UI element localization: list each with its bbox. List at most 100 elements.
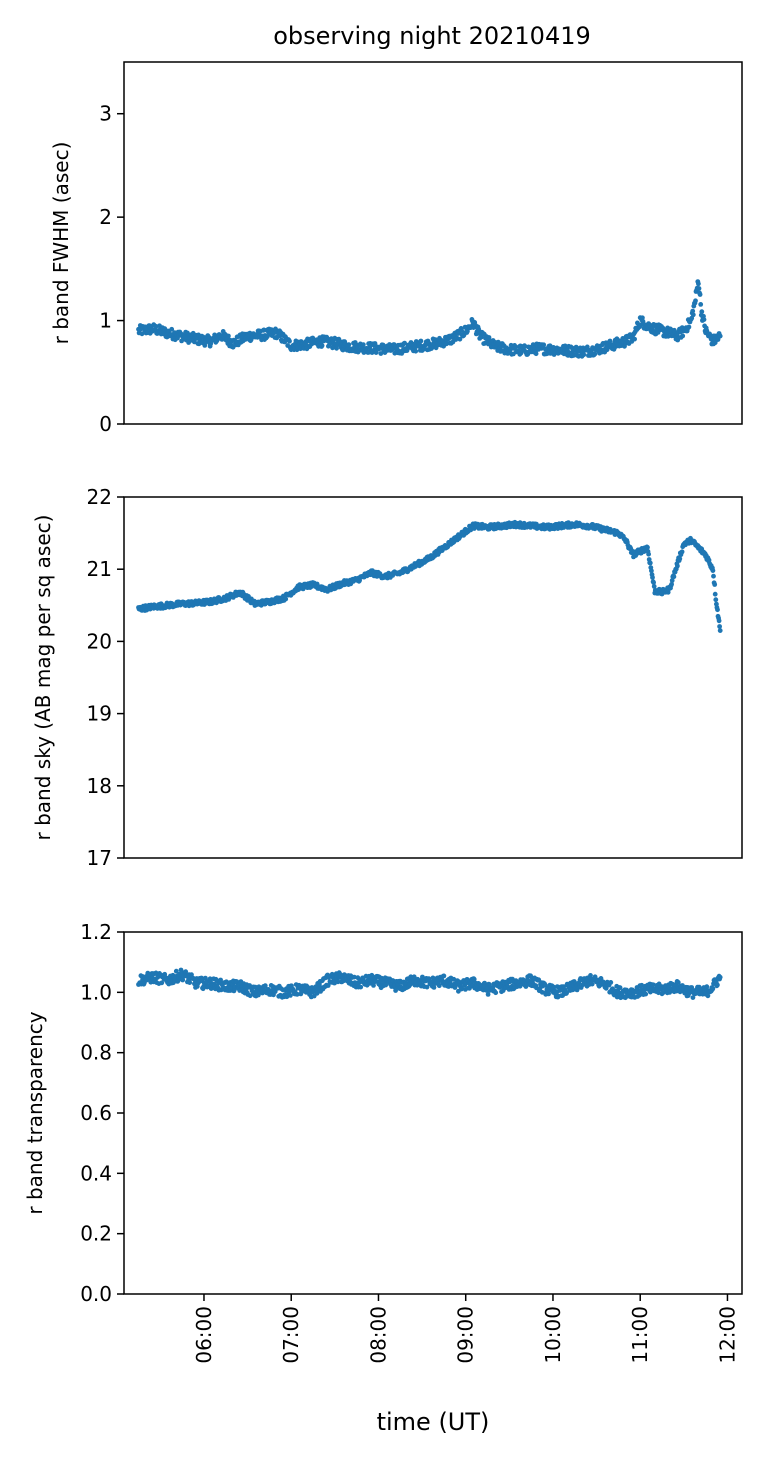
data-point xyxy=(551,984,557,990)
data-point xyxy=(617,985,623,991)
data-point xyxy=(335,979,341,985)
y-tick-label: 0.0 xyxy=(80,1282,112,1306)
data-point xyxy=(675,980,681,985)
y-tick-label: 18 xyxy=(87,774,112,798)
y-tick-label: 19 xyxy=(87,702,112,726)
panel-sky: 17 18 19 20 21 22 r band sky (AB mag per sq as… xyxy=(31,485,743,870)
y-tick-label: 1 xyxy=(99,309,112,333)
data-point xyxy=(651,584,657,589)
data-point xyxy=(457,336,463,342)
x-tick-label: 10:00 xyxy=(541,1306,565,1364)
data-point xyxy=(169,326,175,332)
y-tick-label: 0 xyxy=(99,412,112,436)
y-tick-label: 2 xyxy=(99,205,112,229)
data-point xyxy=(608,980,614,985)
y-axis-label: r band sky (AB mag per sq asec) xyxy=(31,515,55,841)
data-point xyxy=(715,607,720,613)
y-tick-label: 0.4 xyxy=(80,1161,112,1185)
data-point xyxy=(562,343,568,349)
data-point xyxy=(180,977,186,983)
panel-transparency: 0.0 0.2 0.4 0.6 0.8 1.0 1.2 r band transparency… xyxy=(23,920,743,1364)
data-point xyxy=(287,338,292,344)
data-point xyxy=(632,336,637,342)
data-point xyxy=(536,977,542,983)
x-tick-label: 08:00 xyxy=(366,1306,390,1364)
data-point xyxy=(539,989,545,995)
x-tick-label: 09:00 xyxy=(454,1306,478,1364)
data-point xyxy=(717,333,723,339)
data-point xyxy=(643,991,649,997)
panel-fwhm: 0 1 2 3 r band FWHM (asec) xyxy=(49,61,743,436)
data-point xyxy=(294,991,300,997)
y-tick-label: 1.2 xyxy=(80,920,112,944)
data-point xyxy=(413,348,419,354)
data-point xyxy=(288,993,293,998)
data-point xyxy=(358,984,364,990)
data-point xyxy=(645,545,650,550)
data-point xyxy=(589,981,595,987)
data-point xyxy=(690,995,696,1000)
data-point xyxy=(186,340,192,345)
data-point xyxy=(346,342,352,347)
data-point xyxy=(319,343,325,348)
data-points xyxy=(136,519,723,633)
data-point xyxy=(341,978,347,984)
data-point xyxy=(696,286,702,291)
y-tick-label: 17 xyxy=(87,846,112,870)
data-point xyxy=(712,591,718,597)
data-point xyxy=(314,990,320,996)
x-tick-label: 11:00 xyxy=(628,1306,652,1364)
data-point xyxy=(650,575,655,580)
y-tick-label: 0.6 xyxy=(80,1101,112,1125)
data-point xyxy=(640,315,645,321)
data-point xyxy=(378,351,384,356)
y-tick-label: 22 xyxy=(87,485,112,509)
y-axis-label: r band transparency xyxy=(23,1011,47,1214)
data-point xyxy=(485,992,491,997)
data-point xyxy=(671,574,677,580)
panels: 0 1 2 3 r band FWHM (asec) 17 18 19 20 21 22 r band… xyxy=(23,61,743,1364)
data-point xyxy=(715,982,720,988)
data-point xyxy=(173,968,179,974)
data-point xyxy=(522,344,528,349)
y-tick-label: 20 xyxy=(87,629,112,653)
data-point xyxy=(716,618,722,624)
data-point xyxy=(187,980,193,985)
y-tick-label: 1.0 xyxy=(80,980,112,1004)
data-point xyxy=(699,309,705,315)
data-point xyxy=(262,983,268,989)
data-point xyxy=(581,352,587,358)
data-point xyxy=(710,986,716,991)
data-point xyxy=(711,573,716,579)
data-point xyxy=(712,582,718,587)
y-tick-label: 3 xyxy=(99,102,112,126)
data-point xyxy=(592,351,598,357)
data-point xyxy=(690,312,696,318)
data-point xyxy=(690,308,696,314)
data-point xyxy=(698,302,704,307)
data-point xyxy=(441,973,447,979)
data-point xyxy=(493,990,499,996)
data-point xyxy=(203,975,208,981)
data-point xyxy=(697,292,703,297)
y-tick-label: 21 xyxy=(87,557,112,581)
data-point xyxy=(677,556,683,562)
data-point xyxy=(675,563,680,569)
data-point xyxy=(305,984,311,990)
data-point xyxy=(533,351,539,357)
data-point xyxy=(607,338,613,344)
data-point xyxy=(541,342,547,348)
data-point xyxy=(159,980,165,986)
y-tick-label: 0.8 xyxy=(80,1041,112,1065)
data-point xyxy=(226,333,231,339)
plot-frame xyxy=(123,61,743,425)
data-points xyxy=(136,279,723,359)
y-tick-label: 0.2 xyxy=(80,1222,112,1246)
data-point xyxy=(689,985,695,990)
data-point xyxy=(418,338,424,344)
data-point xyxy=(542,982,548,988)
data-point xyxy=(693,298,698,304)
data-point xyxy=(564,990,569,996)
data-point xyxy=(286,989,292,995)
